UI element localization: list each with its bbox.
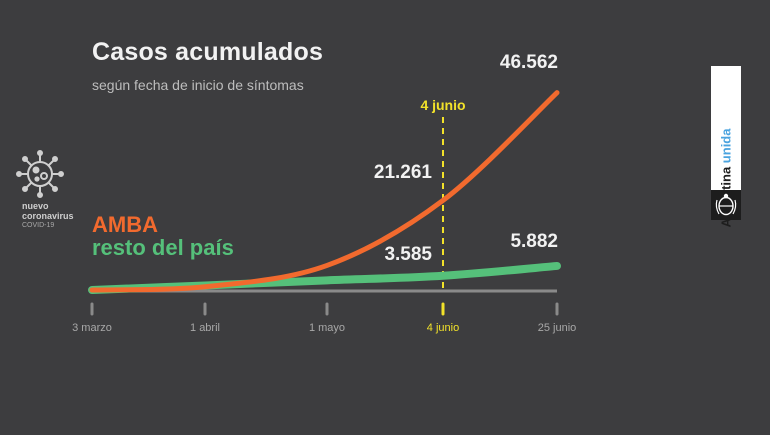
x-tick-label: 3 marzo	[72, 322, 112, 334]
data-label: 46.562	[500, 52, 558, 73]
badge-line-1: nuevo	[22, 201, 49, 211]
marker-label: 4 junio	[420, 97, 465, 113]
virus-icon	[16, 150, 64, 198]
legend-amba: AMBA	[92, 212, 158, 237]
x-tick-label: 1 mayo	[309, 322, 345, 334]
data-label: 3.585	[384, 244, 432, 265]
data-label: 5.882	[510, 231, 558, 252]
chart-title: Casos acumulados	[92, 38, 324, 66]
series-line-resto	[88, 261, 561, 294]
national-seal-icon	[711, 190, 741, 220]
x-tick-label: 1 abril	[190, 322, 220, 334]
badge-line-2: coronavirus	[22, 211, 74, 221]
x-tick-label: 25 junio	[538, 322, 577, 334]
brand-logo: Argentina unida	[711, 66, 741, 227]
x-tick-label: 4 junio	[427, 322, 459, 334]
data-label: 21.261	[374, 162, 433, 183]
badge-line-3: COVID-19	[22, 222, 55, 229]
series-line-amba	[89, 90, 560, 293]
legend-resto: resto del país	[92, 235, 234, 260]
covid-badge-text: nuevo coronavirus COVID-19	[22, 201, 74, 231]
chart-subtitle: según fecha de inicio de síntomas	[92, 77, 304, 93]
